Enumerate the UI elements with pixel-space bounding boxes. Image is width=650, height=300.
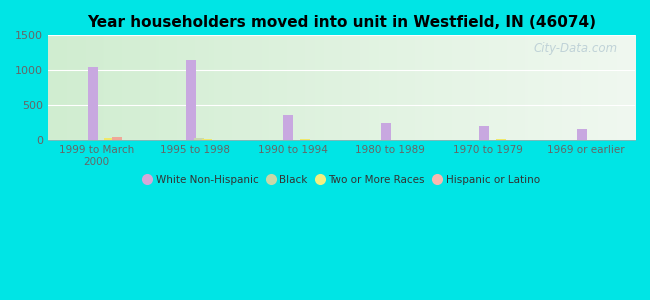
Bar: [577, 129, 587, 140]
Bar: [479, 127, 489, 140]
Text: City-Data.com: City-Data.com: [533, 42, 618, 55]
Bar: [495, 139, 506, 140]
Bar: [202, 139, 212, 140]
Bar: [88, 67, 97, 140]
Bar: [112, 136, 122, 140]
Bar: [185, 61, 196, 140]
Bar: [194, 138, 203, 140]
Title: Year householders moved into unit in Westfield, IN (46074): Year householders moved into unit in Wes…: [87, 15, 596, 30]
Bar: [479, 127, 489, 140]
Bar: [300, 139, 310, 140]
Bar: [382, 123, 391, 140]
Bar: [194, 138, 203, 140]
Bar: [283, 115, 293, 140]
Bar: [202, 139, 212, 140]
Bar: [104, 138, 114, 140]
Bar: [283, 115, 293, 140]
Bar: [382, 123, 391, 140]
Bar: [112, 136, 122, 140]
Bar: [577, 129, 587, 140]
Bar: [185, 61, 196, 140]
Bar: [104, 138, 114, 140]
Bar: [300, 139, 310, 140]
Legend: White Non-Hispanic, Black, Two or More Races, Hispanic or Latino: White Non-Hispanic, Black, Two or More R…: [139, 171, 544, 189]
Bar: [495, 139, 506, 140]
Bar: [88, 67, 97, 140]
